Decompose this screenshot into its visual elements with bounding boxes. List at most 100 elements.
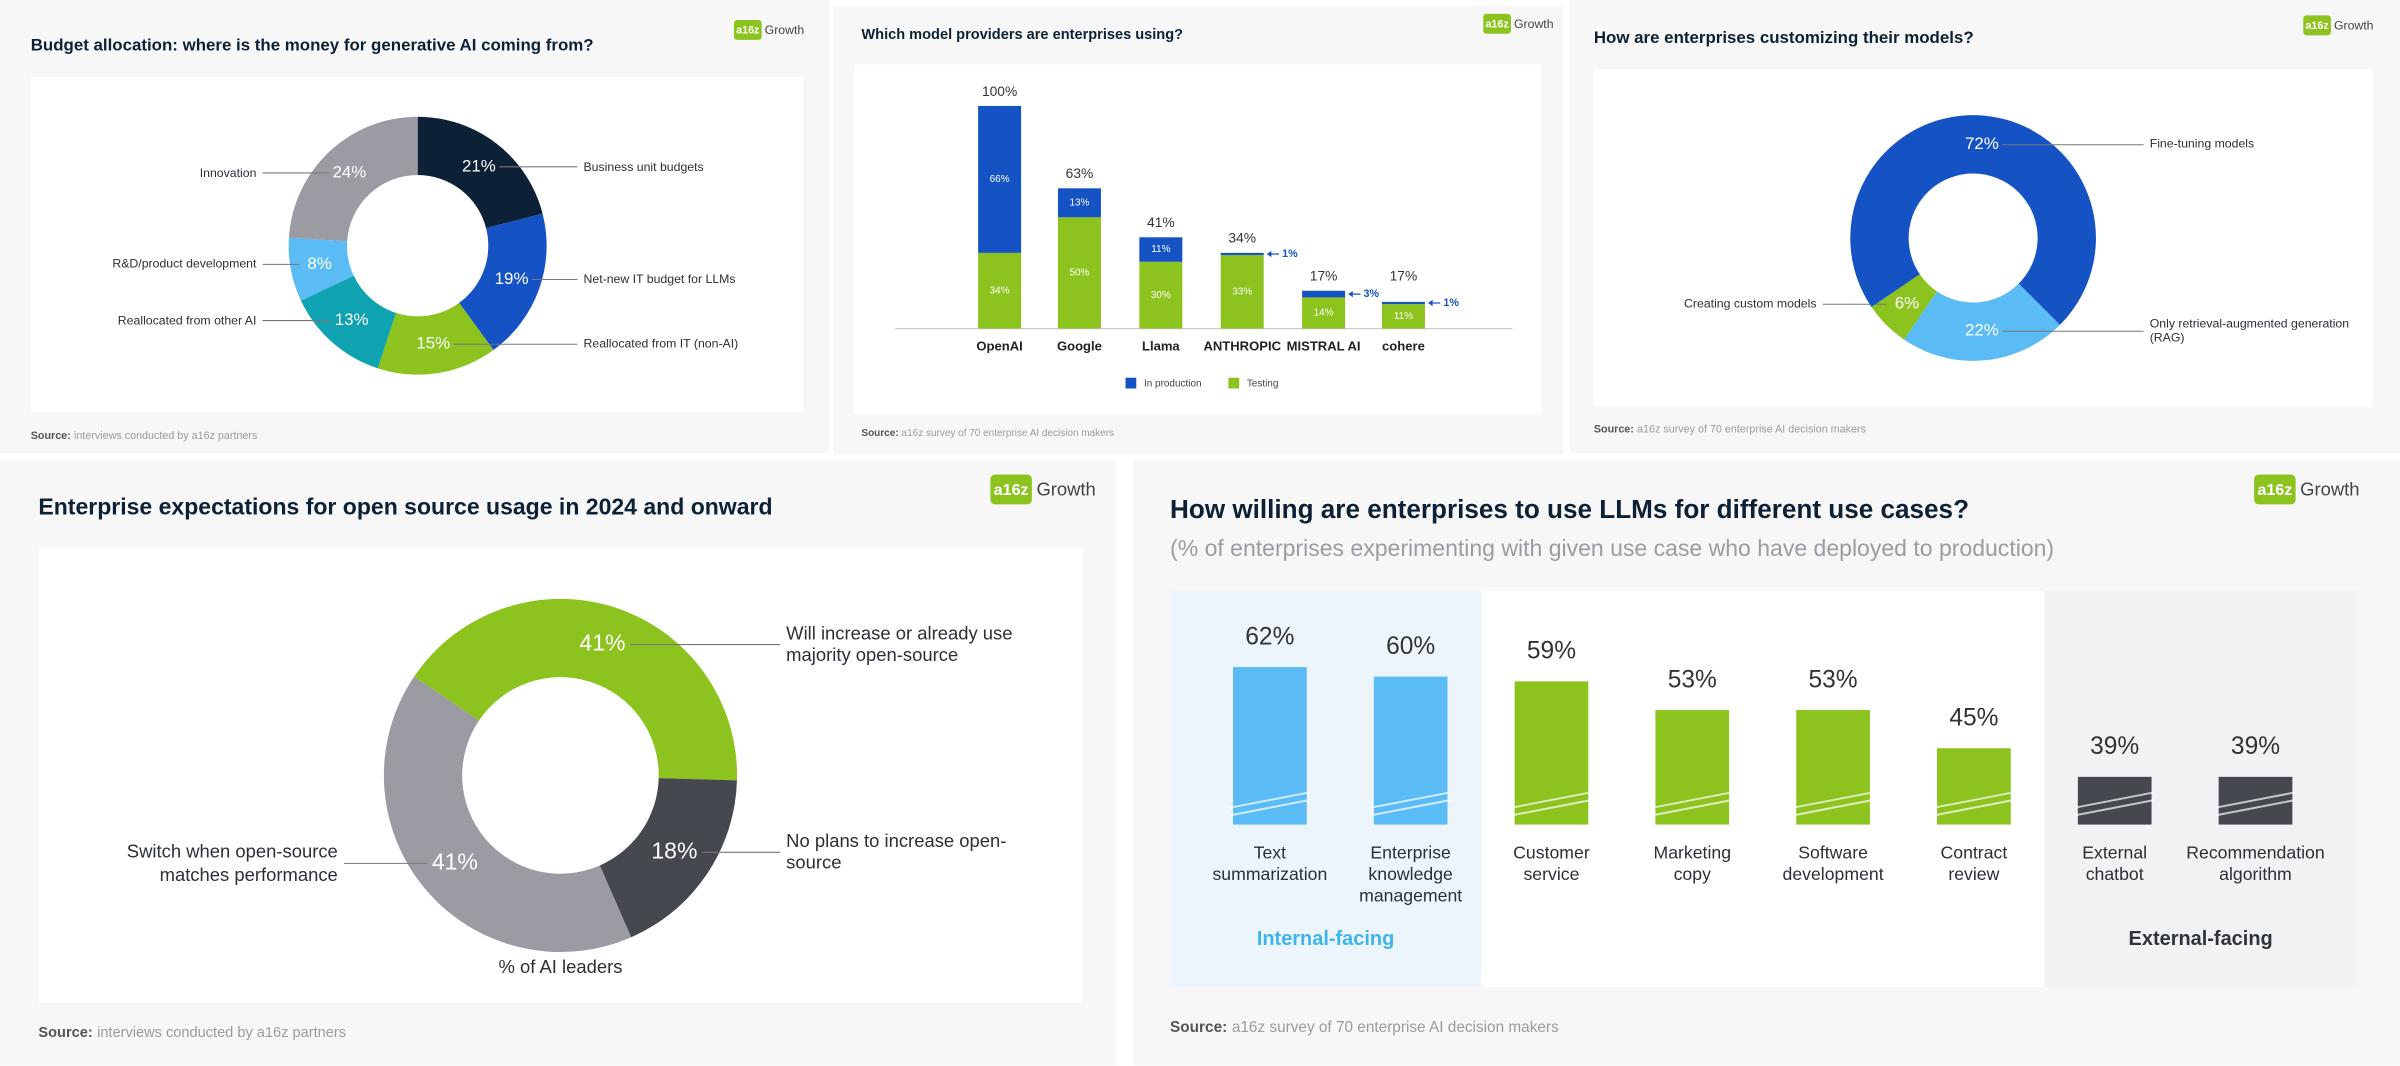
bar-segment	[1139, 237, 1183, 262]
value-label: 59%	[1527, 638, 1576, 665]
slice	[383, 676, 632, 953]
source-text: a16z survey of 70 enterprise AI decision…	[1231, 1019, 1559, 1037]
x-tick-label: Marketing copy	[1653, 844, 1732, 885]
category-label: Innovation	[199, 165, 257, 180]
logo-mark-text: a16z	[736, 25, 759, 37]
value-label: 50%	[1069, 268, 1089, 279]
value-label: 62%	[1245, 623, 1294, 650]
logo-mark-text: a16z	[994, 481, 1029, 499]
logo-mark	[2303, 15, 2331, 36]
slice	[288, 116, 418, 242]
source-text: interviews conducted by a16z partners	[73, 431, 258, 442]
total-label: 17%	[1390, 268, 1418, 284]
logo-mark-text: a16z	[2305, 20, 2328, 32]
bar-segment	[1057, 217, 1101, 329]
source: Source: a16z survey of 70 enterprise AI d…	[861, 429, 1114, 441]
logo: a16z Growth	[990, 474, 1096, 505]
x-tick-label: OpenAI	[976, 338, 1022, 353]
category-label: Fine-tuning models	[2149, 137, 2255, 152]
value-label: 45%	[1949, 705, 1998, 732]
logo-name: Growth	[2300, 478, 2359, 499]
bar-segment	[1381, 304, 1425, 329]
logo-name: Growth	[1514, 17, 1554, 31]
axis-break	[1933, 791, 2014, 809]
x-tick-label: External chatbot	[2082, 844, 2148, 885]
source-text: interviews conducted by a16z partners	[97, 1024, 347, 1042]
logo-name: Growth	[765, 23, 805, 37]
value-label: 60%	[1386, 633, 1435, 660]
value-label: 72%	[1965, 134, 1999, 153]
source: Source: a16z survey of 70 enterprise AI d…	[1170, 1020, 1559, 1038]
value-label: 39%	[2090, 733, 2139, 760]
x-tick-label: Contract review	[1940, 844, 2008, 885]
value-label: 33%	[1232, 287, 1252, 298]
value-label: 8%	[307, 254, 331, 273]
x-tick-label: Enterprise knowledge management	[1359, 844, 1463, 906]
bar-segment	[1220, 252, 1264, 256]
value-label: 22%	[1965, 321, 1999, 340]
slice	[377, 302, 494, 375]
category-label: Creating custom models	[1684, 296, 1817, 311]
axis-break	[1370, 791, 1451, 809]
axis-break	[1792, 799, 1874, 817]
slice	[1850, 115, 2096, 325]
logo-mark-text: a16z	[1485, 18, 1508, 30]
bar-segment	[1139, 261, 1183, 329]
logo: a16z Growth	[1483, 13, 1554, 34]
value-label: 66%	[990, 174, 1010, 185]
axis-break	[1370, 799, 1451, 817]
axis-break	[1511, 791, 1592, 809]
bar	[1233, 667, 1307, 825]
bar-segment	[978, 252, 1022, 329]
x-tick-label: Recommendation algorithm	[2186, 844, 2325, 885]
category-label: Business unit budgets	[583, 159, 704, 174]
source-text: a16z survey of 70 enterprise AI decision…	[901, 428, 1115, 440]
logo-mark	[1483, 13, 1511, 34]
category-label: Switch when open-source matches performa…	[126, 841, 338, 885]
source: Source: interviews conducted by a16z part…	[38, 1025, 346, 1042]
axis-break	[2074, 799, 2155, 817]
logo: a16z Growth	[733, 19, 805, 40]
source-label: Source:	[1593, 425, 1634, 436]
value-label: 11%	[1394, 311, 1413, 322]
x-tick-label: Software development	[1782, 844, 1884, 885]
logo-name: Growth	[1036, 478, 1095, 499]
logo: a16z Growth	[2254, 474, 2360, 505]
axis-break	[2074, 791, 2155, 809]
label-arrow-head	[1428, 299, 1433, 307]
category-label: R&D/product development	[112, 257, 257, 271]
value-label: 14%	[1314, 308, 1334, 319]
value-label: 39%	[2231, 733, 2280, 760]
axis-break	[1229, 791, 1310, 809]
bar-segment	[1302, 290, 1346, 298]
source: Source: a16z survey of 70 enterprise AI d…	[1594, 425, 1866, 438]
bar-segment	[1302, 297, 1346, 329]
axis-break	[1511, 799, 1592, 817]
logo-name: Growth	[2334, 18, 2374, 32]
total-label: 100%	[982, 83, 1017, 99]
value-label: 1%	[1443, 297, 1459, 309]
axis-break	[1652, 799, 1733, 817]
slice	[300, 275, 396, 369]
category-label: Reallocated from other AI	[117, 313, 257, 327]
value-label: 11%	[1151, 244, 1170, 255]
value-label: 53%	[1668, 666, 1717, 693]
axis-break	[2215, 799, 2296, 817]
legend-swatch	[1125, 377, 1137, 389]
value-label: 41%	[432, 848, 478, 874]
label-arrow-head	[1348, 291, 1353, 298]
value-label: 3%	[1364, 288, 1380, 300]
value-label: 24%	[332, 162, 366, 181]
group-label: External-facing	[2129, 928, 2273, 950]
axis-break	[1229, 799, 1310, 817]
value-label: 18%	[651, 837, 697, 863]
source: Source: interviews conducted by a16z part…	[31, 431, 258, 444]
logo: a16z Growth	[2303, 15, 2374, 36]
chart-title: How are enterprises customizing their mo…	[1594, 28, 1974, 47]
subtitle: (% of enterprises experimenting with giv…	[1170, 535, 2054, 561]
value-label: 13%	[335, 310, 369, 329]
axis-break	[1652, 791, 1733, 809]
total-label: 63%	[1066, 165, 1094, 181]
value-label: 41%	[579, 630, 625, 656]
